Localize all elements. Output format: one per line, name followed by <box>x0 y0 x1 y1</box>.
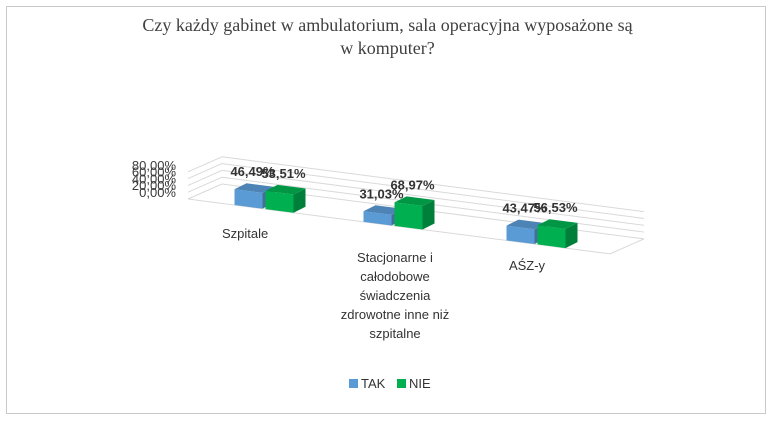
legend-swatch-nie <box>397 379 406 388</box>
bar-nie <box>394 202 423 230</box>
gridline <box>221 163 645 219</box>
bar-nie <box>265 190 294 213</box>
gridline-side <box>187 163 223 180</box>
chart-title-line-2: w komputer? <box>340 38 435 58</box>
gridline <box>221 156 645 213</box>
bar-tak <box>363 211 392 226</box>
category-label: całodobowe <box>360 269 429 284</box>
legend-label-tak: TAK <box>361 376 386 391</box>
bar-top-tak <box>234 183 275 193</box>
category-label: Stacjonarne i <box>357 250 433 265</box>
gridline-side <box>187 183 223 200</box>
y-tick-label: 20,00% <box>132 178 177 193</box>
bar-tak <box>234 189 263 209</box>
category-label: AŚZ-y <box>509 258 546 273</box>
data-label: 56,53% <box>533 200 578 215</box>
floor-edge-right <box>609 238 645 255</box>
bar-tak <box>506 225 535 245</box>
bar-top-nie <box>394 196 435 207</box>
data-label: 31,03% <box>359 186 404 201</box>
legend-swatch-tak <box>349 379 358 388</box>
bar-top-nie <box>537 219 578 229</box>
bar-top-tak <box>506 219 547 230</box>
bar-side-nie <box>293 188 306 213</box>
category-label: Szpitale <box>222 226 268 241</box>
gridline <box>221 169 645 226</box>
chart-title: Czy każdy gabinet w ambulatorium, sala o… <box>0 14 775 60</box>
category-label: zdrowotne inne niż <box>341 307 449 322</box>
gridline-side <box>187 176 223 193</box>
bar-side-nie <box>565 222 578 249</box>
legend-label-nie: NIE <box>409 376 431 391</box>
data-label: 46,49% <box>230 164 275 179</box>
bar-top-tak <box>363 205 404 215</box>
bar-nie <box>537 225 566 249</box>
gridline-side <box>187 156 223 173</box>
data-label: 43,47% <box>502 201 547 216</box>
y-tick-label: 40,00% <box>132 171 177 186</box>
category-label: świadczenia <box>360 288 432 303</box>
data-label: 53,51% <box>261 166 306 181</box>
y-tick-label: 80,00% <box>132 158 177 173</box>
chart-title-line-1: Czy każdy gabinet w ambulatorium, sala o… <box>142 15 633 35</box>
y-tick-label: 60,00% <box>132 165 177 180</box>
bar-top-nie <box>265 184 306 195</box>
bar-side-nie <box>422 200 435 230</box>
category-label: szpitalne <box>369 326 420 341</box>
gridline-side <box>187 169 223 186</box>
data-label: 68,97% <box>390 177 435 192</box>
y-tick-label: 0,00% <box>139 185 176 200</box>
